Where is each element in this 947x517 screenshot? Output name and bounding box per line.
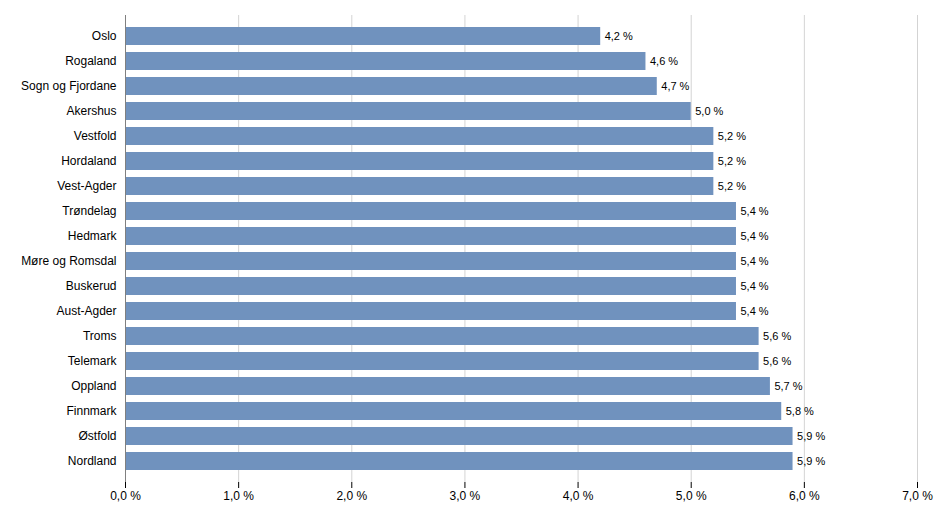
svg-text:5,4 %: 5,4 %: [740, 255, 768, 267]
svg-text:5,0 %: 5,0 %: [695, 105, 723, 117]
svg-text:5,8 %: 5,8 %: [786, 405, 814, 417]
svg-text:Troms: Troms: [83, 329, 117, 343]
svg-text:Møre og Romsdal: Møre og Romsdal: [21, 254, 116, 268]
svg-text:Nordland: Nordland: [68, 454, 117, 468]
svg-text:Oppland: Oppland: [71, 379, 116, 393]
svg-text:Aust-Agder: Aust-Agder: [56, 304, 116, 318]
svg-text:0,0 %: 0,0 %: [110, 489, 141, 503]
svg-text:Østfold: Østfold: [78, 429, 116, 443]
svg-text:Vestfold: Vestfold: [74, 129, 117, 143]
svg-text:Oslo: Oslo: [92, 29, 117, 43]
svg-text:Akershus: Akershus: [66, 104, 116, 118]
svg-text:5,2 %: 5,2 %: [718, 180, 746, 192]
svg-text:Hedmark: Hedmark: [68, 229, 118, 243]
svg-text:5,7 %: 5,7 %: [774, 380, 802, 392]
svg-text:Trøndelag: Trøndelag: [62, 204, 116, 218]
svg-text:4,6 %: 4,6 %: [650, 55, 678, 67]
svg-text:4,7 %: 4,7 %: [661, 80, 689, 92]
svg-text:5,4 %: 5,4 %: [740, 305, 768, 317]
svg-text:5,4 %: 5,4 %: [740, 205, 768, 217]
svg-text:5,2 %: 5,2 %: [718, 130, 746, 142]
svg-text:5,9 %: 5,9 %: [797, 430, 825, 442]
svg-text:Hordaland: Hordaland: [61, 154, 116, 168]
svg-text:6,0 %: 6,0 %: [789, 489, 820, 503]
svg-text:5,9 %: 5,9 %: [797, 455, 825, 467]
svg-text:5,4 %: 5,4 %: [740, 230, 768, 242]
svg-text:5,6 %: 5,6 %: [763, 355, 791, 367]
svg-text:Buskerud: Buskerud: [66, 279, 117, 293]
svg-text:5,0 %: 5,0 %: [676, 489, 707, 503]
svg-text:Rogaland: Rogaland: [65, 54, 116, 68]
svg-text:Vest-Agder: Vest-Agder: [57, 179, 116, 193]
svg-text:4,2 %: 4,2 %: [605, 30, 633, 42]
svg-text:Finnmark: Finnmark: [66, 404, 117, 418]
svg-text:2,0 %: 2,0 %: [336, 489, 367, 503]
svg-text:5,4 %: 5,4 %: [740, 280, 768, 292]
svg-text:4,0 %: 4,0 %: [563, 489, 594, 503]
svg-text:1,0 %: 1,0 %: [223, 489, 254, 503]
svg-text:Telemark: Telemark: [68, 354, 118, 368]
svg-text:Sogn og Fjordane: Sogn og Fjordane: [21, 79, 117, 93]
svg-text:7,0 %: 7,0 %: [902, 489, 933, 503]
svg-text:5,6 %: 5,6 %: [763, 330, 791, 342]
svg-text:5,2 %: 5,2 %: [718, 155, 746, 167]
svg-text:3,0 %: 3,0 %: [450, 489, 481, 503]
